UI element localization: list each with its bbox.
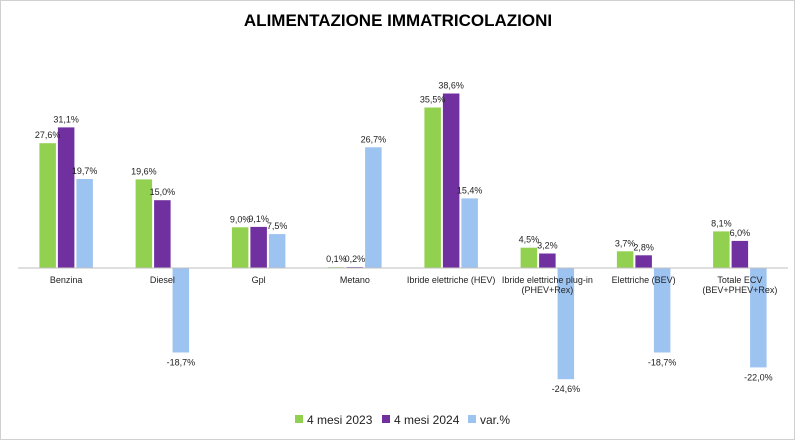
legend-label-3: var.% [480,413,510,427]
data-label-2-8: 6,0% [730,228,751,238]
bar-3-3 [268,234,286,268]
legend: 4 mesi 2023 4 mesi 2024 var.% [295,413,510,427]
bar-3-6 [557,268,575,380]
bar-1-7 [616,251,634,268]
legend-label-2: 4 mesi 2024 [394,413,460,427]
data-label-2-1: 31,1% [53,114,79,124]
labels-group: 27,6% 31,1% 19,7% Benzina 19,6% 15,0% -18,7% Di… [35,81,778,395]
chart-title: ALIMENTAZIONE IMMATRICOLAZIONI [244,11,552,30]
data-label-3-6: -24,6% [552,384,581,394]
data-label-1-6: 4,5% [519,235,540,245]
data-label-1-2: 19,6% [131,166,157,176]
data-label-2-4: 0,2% [345,254,366,264]
legend-swatch-1 [295,415,303,423]
data-label-3-7: -18,7% [648,358,677,368]
data-label-3-5: 15,4% [457,185,483,195]
category-label-5: Ibride elettriche (HEV) [407,275,496,285]
legend-swatch-2 [382,415,390,423]
category-label-3: Gpl [252,275,266,285]
data-label-1-5: 35,5% [420,95,446,105]
data-label-1-7: 3,7% [615,238,636,248]
data-label-3-3: 7,5% [267,221,288,231]
data-label-3-2: -18,7% [167,358,196,368]
category-label-2: Diesel [150,275,175,285]
data-label-3-1: 19,7% [72,166,98,176]
bars-group [39,93,767,380]
category-label-8-line-1: Totale ECV [717,275,762,285]
bar-2-5 [442,93,460,268]
bar-3-8 [750,268,767,368]
bar-1-3 [231,227,249,268]
data-label-2-3: 9,1% [248,214,269,224]
data-label-3-8: -22,0% [744,372,773,382]
bar-2-3 [250,226,267,268]
bar-2-8 [731,240,749,268]
category-label-7: Elettriche (BEV) [612,275,676,285]
category-label-6-line-1: Ibride elettriche plug-in [502,275,593,285]
data-label-2-7: 2,8% [633,242,654,252]
bar-2-2 [154,200,171,268]
bar-1-2 [135,179,153,268]
data-label-3-4: 26,7% [361,134,387,144]
data-label-1-8: 8,1% [711,218,732,228]
data-label-1-4: 0,1% [326,254,347,264]
legend-swatch-3 [468,415,476,423]
bar-2-7 [635,255,652,268]
bar-1-5 [424,107,441,268]
data-label-2-6: 3,2% [537,241,558,251]
category-label-6-line-2: (PHEV+Rex) [522,285,574,295]
bar-2-6 [539,253,556,268]
category-label-1: Benzina [50,275,83,285]
category-label-8-line-2: (BEV+PHEV+Rex) [702,285,777,295]
legend-label-1: 4 mesi 2023 [307,413,373,427]
bar-1-6 [520,247,538,268]
bar-1-8 [713,231,730,268]
bar-3-4 [365,147,382,268]
bar-1-1 [39,143,56,268]
category-label-4: Metano [340,275,370,285]
bar-2-1 [57,127,75,269]
data-label-2-2: 15,0% [150,187,176,197]
bar-3-5 [461,198,478,268]
bar-3-1 [76,179,93,268]
bar-3-2 [172,268,190,353]
bar-3-7 [653,268,671,353]
data-label-1-3: 9,0% [230,214,251,224]
data-label-1-1: 27,6% [35,130,61,140]
data-label-2-5: 38,6% [438,81,464,91]
